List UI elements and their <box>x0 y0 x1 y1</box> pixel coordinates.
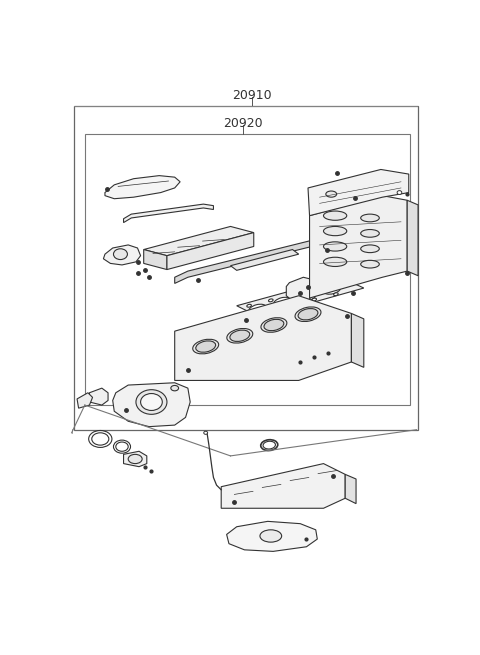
Polygon shape <box>77 393 93 408</box>
Ellipse shape <box>273 297 291 308</box>
Ellipse shape <box>116 442 128 451</box>
Text: 20920: 20920 <box>223 117 263 130</box>
Ellipse shape <box>260 530 282 542</box>
Ellipse shape <box>193 339 219 354</box>
Polygon shape <box>167 233 254 270</box>
Ellipse shape <box>227 328 253 343</box>
Polygon shape <box>103 245 141 265</box>
Ellipse shape <box>249 304 267 315</box>
Ellipse shape <box>290 303 295 307</box>
Ellipse shape <box>397 191 402 195</box>
Ellipse shape <box>326 191 336 197</box>
Text: 20910: 20910 <box>232 89 272 102</box>
Polygon shape <box>221 464 345 508</box>
Ellipse shape <box>268 299 273 302</box>
Ellipse shape <box>360 229 379 237</box>
Polygon shape <box>351 314 364 367</box>
Polygon shape <box>407 200 418 276</box>
Polygon shape <box>237 277 364 317</box>
Polygon shape <box>113 383 190 426</box>
Polygon shape <box>286 277 316 302</box>
Polygon shape <box>310 196 407 298</box>
Ellipse shape <box>334 283 338 286</box>
Polygon shape <box>123 451 147 466</box>
Polygon shape <box>144 250 167 270</box>
Polygon shape <box>89 388 108 405</box>
Ellipse shape <box>196 341 216 352</box>
Polygon shape <box>175 296 351 381</box>
Polygon shape <box>308 170 409 215</box>
Polygon shape <box>144 227 254 255</box>
Ellipse shape <box>334 293 338 295</box>
Ellipse shape <box>295 307 321 322</box>
Polygon shape <box>345 474 356 504</box>
Ellipse shape <box>247 314 252 317</box>
Polygon shape <box>123 204 214 223</box>
Polygon shape <box>175 240 324 284</box>
Ellipse shape <box>128 455 142 464</box>
Ellipse shape <box>230 330 250 341</box>
Ellipse shape <box>261 318 287 332</box>
Polygon shape <box>227 521 317 552</box>
Ellipse shape <box>136 390 167 415</box>
Bar <box>85 134 410 405</box>
Polygon shape <box>105 176 180 198</box>
Ellipse shape <box>312 298 316 301</box>
Ellipse shape <box>247 305 252 307</box>
Bar <box>74 106 418 430</box>
Ellipse shape <box>324 257 347 267</box>
Ellipse shape <box>171 385 179 391</box>
Ellipse shape <box>113 249 127 259</box>
Ellipse shape <box>360 245 379 253</box>
Ellipse shape <box>312 288 316 291</box>
Ellipse shape <box>92 433 109 445</box>
Ellipse shape <box>290 293 295 297</box>
Ellipse shape <box>264 320 284 331</box>
Ellipse shape <box>360 260 379 268</box>
Ellipse shape <box>324 227 347 236</box>
Ellipse shape <box>268 309 273 312</box>
Ellipse shape <box>298 309 318 320</box>
Ellipse shape <box>324 242 347 251</box>
Ellipse shape <box>298 290 316 301</box>
Ellipse shape <box>263 441 276 449</box>
Ellipse shape <box>323 284 341 294</box>
Ellipse shape <box>141 394 162 411</box>
Polygon shape <box>230 250 299 271</box>
Ellipse shape <box>324 211 347 220</box>
Ellipse shape <box>360 214 379 222</box>
